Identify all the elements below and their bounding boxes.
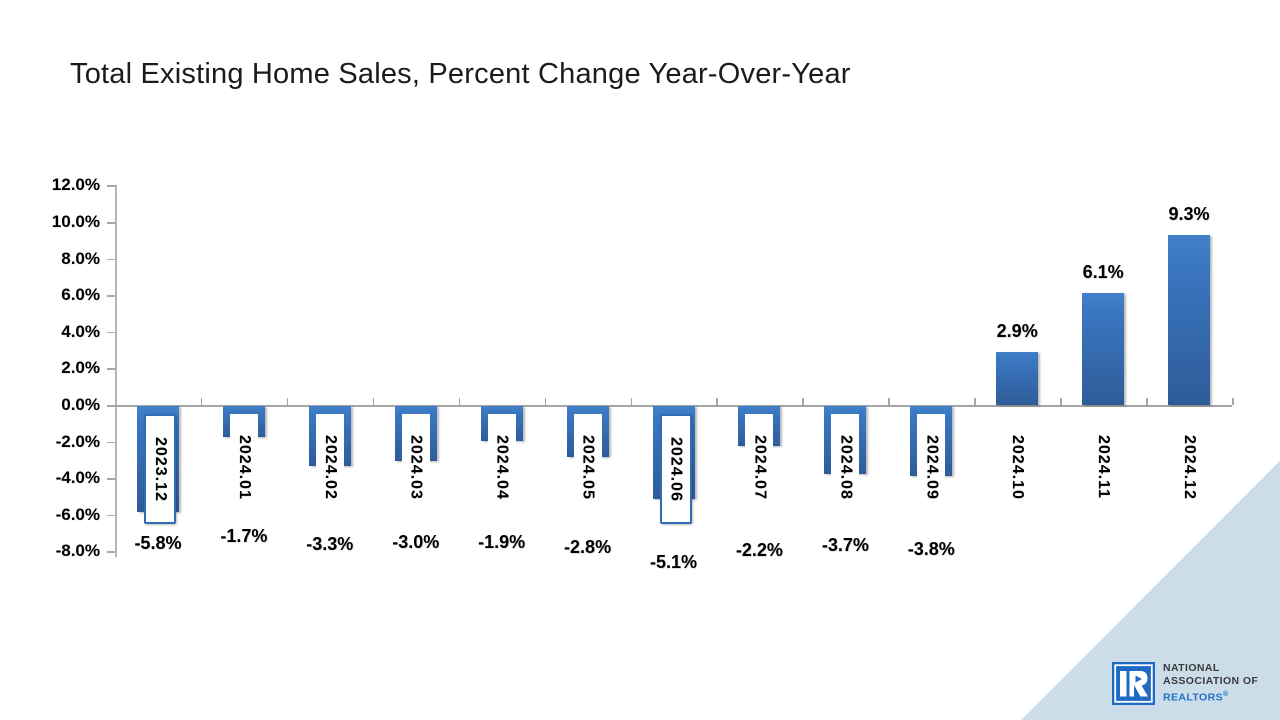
y-axis-tick-label: -4.0% (55, 468, 100, 488)
nar-logo: NATIONAL ASSOCIATION OF REALTORS® (1112, 662, 1258, 705)
value-label-2024.03: -3.0% (392, 532, 440, 552)
value-label-2024.11: 6.1% (1082, 262, 1124, 283)
category-label-2024.08: 2024.08 (831, 414, 860, 520)
value-label-2023.12: -5.8% (134, 533, 182, 553)
category-label-2024.02: 2024.02 (315, 414, 344, 520)
y-axis-tick (107, 551, 115, 553)
value-label-2024.07: -2.2% (735, 540, 783, 560)
y-axis-tick-label: 8.0% (61, 248, 100, 268)
value-label-2024.10: 2.9% (996, 320, 1038, 341)
category-label-2024.04: 2024.04 (487, 414, 516, 520)
y-axis-tick-label: 2.0% (61, 358, 100, 378)
chart-title: Total Existing Home Sales, Percent Chang… (70, 58, 851, 90)
value-label-2024.04: -1.9% (478, 532, 526, 552)
x-axis-tick (630, 398, 633, 405)
y-axis-tick (107, 368, 115, 370)
x-axis-tick (286, 398, 289, 405)
value-label-2024.06: -5.1% (649, 552, 698, 572)
value-label-2024.05: -2.8% (564, 537, 612, 557)
category-label-2024.12: 2024.12 (1181, 434, 1199, 500)
value-label-2024.01: -1.7% (220, 526, 268, 546)
y-axis-tick (107, 441, 115, 444)
x-axis-tick (544, 398, 547, 405)
y-axis-tick (107, 331, 115, 334)
x-axis-tick (200, 398, 203, 405)
x-axis-tick (458, 398, 461, 405)
x-axis-tick (1146, 398, 1148, 405)
y-axis-tick (107, 185, 115, 187)
nar-logo-line1: NATIONAL (1163, 662, 1220, 675)
y-axis-tick-label: 10.0% (51, 212, 100, 231)
bar-2024.12 (1168, 234, 1211, 405)
category-label-2024.10: 2024.10 (1009, 434, 1027, 500)
category-label-2024.07: 2024.07 (745, 414, 774, 520)
value-label-2024.09: -3.8% (907, 539, 955, 559)
nar-logo-line2: ASSOCIATION OF (1163, 675, 1259, 688)
y-axis-line (115, 185, 117, 558)
x-axis-tick (802, 398, 804, 405)
y-axis-tick-label: -2.0% (55, 431, 100, 451)
y-axis-tick-label: 4.0% (61, 321, 100, 341)
nar-logo-line3: REALTORS® (1163, 691, 1229, 704)
x-axis-tick (716, 398, 718, 405)
y-axis-tick-label: -8.0% (55, 541, 100, 561)
y-axis-tick (107, 514, 115, 517)
y-axis-tick-label: 6.0% (61, 285, 100, 305)
x-axis-tick (1232, 398, 1234, 405)
category-label-2024.09: 2024.09 (917, 414, 946, 520)
realtor-r-icon (1112, 662, 1155, 705)
category-label-2024.01: 2024.01 (229, 414, 258, 520)
value-label-2024.08: -3.7% (821, 535, 869, 555)
nar-logo-text: NATIONAL ASSOCIATION OF REALTORS® (1163, 662, 1258, 705)
bar-2024.10 (996, 351, 1039, 405)
category-label-2024.03: 2024.03 (401, 414, 430, 520)
y-axis-tick (107, 295, 115, 297)
y-axis-tick (107, 405, 115, 407)
x-axis-tick (372, 398, 375, 405)
category-label-2024.11: 2024.11 (1095, 435, 1113, 499)
y-axis-tick (107, 222, 115, 224)
y-axis-tick-label: 12.0% (51, 175, 100, 195)
x-axis-tick (974, 398, 976, 405)
y-axis-tick-label: 0.0% (61, 395, 100, 414)
category-label-2024.05: 2024.05 (573, 414, 602, 520)
y-axis-tick-label: -6.0% (55, 504, 100, 524)
bar-2024.11 (1082, 293, 1125, 405)
category-label-2023.12: 2023.12 (143, 414, 176, 524)
y-axis-tick (107, 258, 115, 261)
value-label-2024.02: -3.3% (306, 534, 354, 554)
x-axis-tick (888, 398, 890, 405)
x-axis-tick (1060, 398, 1062, 405)
category-label-2024.06: 2024.06 (659, 414, 692, 524)
value-label-2024.12: 9.3% (1168, 203, 1210, 224)
y-axis-tick (107, 478, 115, 480)
x-axis-line (115, 405, 1232, 407)
